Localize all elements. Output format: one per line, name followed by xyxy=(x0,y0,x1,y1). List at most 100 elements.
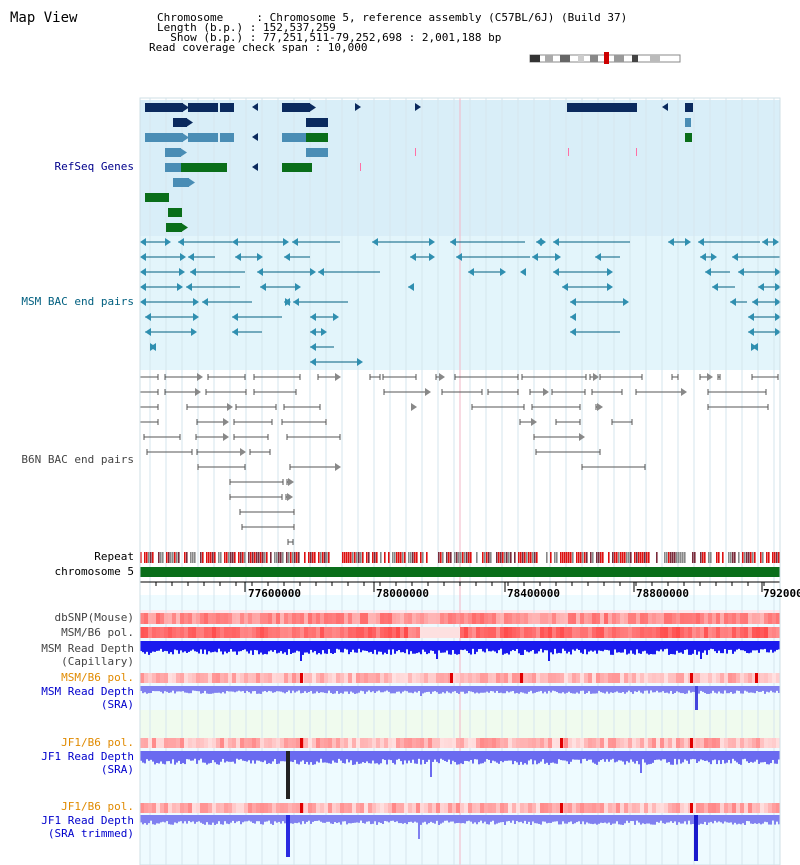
depth-bar xyxy=(428,641,430,654)
depth-bar xyxy=(258,751,260,761)
heat-cell xyxy=(256,803,260,813)
depth-bar xyxy=(212,686,214,694)
depth-bar xyxy=(702,641,704,653)
msm-bac-end xyxy=(570,298,576,306)
depth-bar xyxy=(268,751,270,764)
heat-cell xyxy=(212,738,216,748)
heat-cell xyxy=(580,613,584,624)
heat-cell xyxy=(160,738,164,748)
heat-cell xyxy=(364,613,368,624)
depth-bar xyxy=(536,641,538,654)
depth-bar xyxy=(508,686,510,693)
depth-bar xyxy=(560,751,562,761)
depth-bar xyxy=(736,686,738,691)
depth-bar xyxy=(364,641,366,651)
heat-cell xyxy=(500,613,504,624)
heat-cell xyxy=(424,673,428,683)
heat-cell xyxy=(740,738,744,748)
depth-bar xyxy=(720,641,722,654)
depth-bar xyxy=(476,751,478,760)
depth-bar xyxy=(716,751,718,765)
repeat-mark xyxy=(460,552,462,563)
depth-bar xyxy=(530,751,532,760)
depth-bar xyxy=(442,815,444,823)
depth-bar xyxy=(754,686,756,694)
track-label-b6n-bac[interactable]: B6N BAC end pairs xyxy=(21,453,134,466)
depth-bar xyxy=(684,751,686,760)
depth-bar xyxy=(750,686,752,693)
depth-spike xyxy=(694,815,698,861)
depth-bar xyxy=(440,751,442,759)
depth-bar xyxy=(602,686,604,693)
depth-bar xyxy=(188,815,190,821)
repeat-mark xyxy=(366,552,368,563)
heat-cell xyxy=(572,627,576,638)
heat-cell xyxy=(712,803,716,813)
heat-cell xyxy=(736,803,740,813)
heat-cell xyxy=(612,803,616,813)
heat-cell xyxy=(624,627,628,638)
depth-bar xyxy=(438,686,440,694)
depth-bar xyxy=(744,815,746,825)
repeat-mark xyxy=(628,552,630,563)
depth-bar xyxy=(578,815,580,822)
heat-cell xyxy=(716,673,720,683)
msm-bac-end xyxy=(202,298,208,306)
heat-cell xyxy=(244,613,248,624)
repeat-mark xyxy=(380,552,382,563)
heat-cell xyxy=(360,673,364,683)
heat-cell xyxy=(588,673,592,683)
depth-bar xyxy=(674,686,676,693)
heat-cell xyxy=(472,627,476,638)
heat-cell xyxy=(672,803,676,813)
depth-bar xyxy=(226,751,228,762)
heat-cell xyxy=(456,803,460,813)
heat-cell xyxy=(536,803,540,813)
depth-bar xyxy=(250,686,252,694)
depth-bar xyxy=(176,815,178,824)
heat-cell xyxy=(748,673,752,683)
depth-bar xyxy=(562,686,564,693)
depth-bar xyxy=(616,815,618,822)
heat-cell xyxy=(668,738,672,748)
heat-cell xyxy=(368,738,372,748)
depth-bar xyxy=(524,641,526,650)
depth-bar xyxy=(536,751,538,765)
depth-bar xyxy=(352,751,354,765)
heat-cell xyxy=(704,627,708,638)
depth-bar xyxy=(510,686,512,692)
depth-bar xyxy=(236,686,238,692)
heat-cell xyxy=(560,673,564,683)
depth-bar xyxy=(518,751,520,765)
depth-bar xyxy=(464,751,466,761)
heat-cell xyxy=(616,673,620,683)
repeat-mark xyxy=(618,552,620,563)
depth-bar xyxy=(672,686,674,694)
depth-bar xyxy=(426,815,428,825)
depth-bar xyxy=(552,686,554,691)
depth-bar xyxy=(346,686,348,692)
depth-bar xyxy=(630,751,632,760)
heat-cell xyxy=(248,803,252,813)
depth-bar xyxy=(306,641,308,653)
heat-cell xyxy=(184,738,188,748)
track-label-msm-bac[interactable]: MSM BAC end pairs xyxy=(21,295,134,308)
depth-bar xyxy=(150,751,152,760)
depth-bar xyxy=(646,815,648,824)
depth-bar xyxy=(350,751,352,761)
depth-bar xyxy=(684,641,686,650)
depth-bar xyxy=(324,686,326,693)
heat-cell xyxy=(296,738,300,748)
depth-bar xyxy=(156,686,158,692)
depth-bar xyxy=(682,751,684,763)
repeat-mark xyxy=(304,552,306,563)
track-label-refseq[interactable]: RefSeq Genes xyxy=(54,160,134,173)
depth-bar xyxy=(256,815,258,822)
depth-bar xyxy=(690,641,692,655)
depth-bar xyxy=(506,815,508,822)
depth-bar xyxy=(494,815,496,825)
heat-cell xyxy=(608,673,612,683)
depth-bar xyxy=(314,686,316,694)
heat-cell xyxy=(148,803,152,813)
